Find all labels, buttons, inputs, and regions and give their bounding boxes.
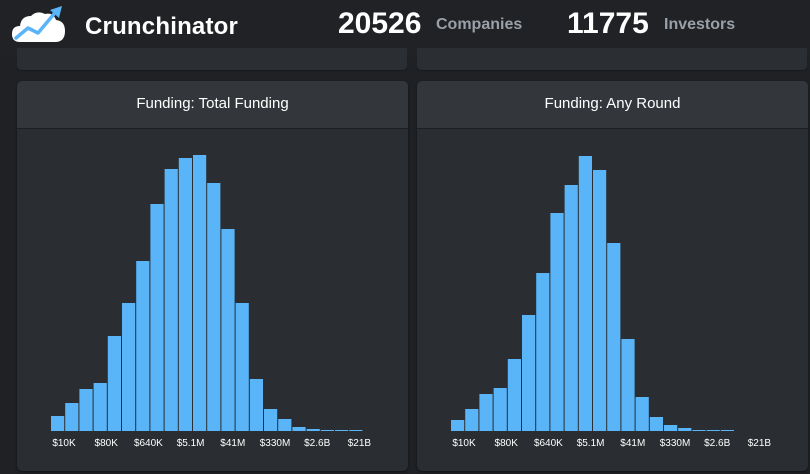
histogram-bar[interactable] xyxy=(465,409,479,431)
histogram-bar[interactable] xyxy=(621,339,635,431)
x-tick-label: $5.1M xyxy=(177,438,205,449)
companies-label: Companies xyxy=(436,16,523,33)
panel-any-round: Funding: Any Round $10K $80K $640K $5.1M $41… xyxy=(417,81,808,471)
x-tick-label: $330M xyxy=(260,438,291,449)
x-tick-label: $640K xyxy=(134,438,163,449)
histogram-bar[interactable] xyxy=(635,397,649,431)
histogram-bar[interactable] xyxy=(107,336,121,431)
x-tick-label: $80K xyxy=(95,438,119,449)
histogram-bar[interactable] xyxy=(235,303,249,431)
histogram-bar[interactable] xyxy=(122,303,136,431)
panel-header: Funding: Any Round xyxy=(417,81,808,129)
x-tick-label: $2.6B xyxy=(304,438,330,449)
histogram-bar[interactable] xyxy=(493,388,507,431)
histogram-bar[interactable] xyxy=(306,429,320,431)
histogram-bar[interactable] xyxy=(249,379,263,431)
histogram-bar[interactable] xyxy=(65,403,79,431)
histogram-bar[interactable] xyxy=(51,416,65,431)
histogram-bar[interactable] xyxy=(164,169,178,431)
histogram-bar[interactable] xyxy=(193,155,207,431)
investors-label: Investors xyxy=(664,16,736,33)
x-tick-label: $2.6B xyxy=(704,438,730,449)
histogram-bar[interactable] xyxy=(207,183,221,431)
x-tick-label: $21B xyxy=(748,438,772,449)
x-tick-label: $41M xyxy=(220,438,245,449)
histogram-bar[interactable] xyxy=(678,428,692,431)
histogram-bar[interactable] xyxy=(550,213,564,431)
histogram-bar[interactable] xyxy=(178,158,192,431)
cloud-chart-icon[interactable] xyxy=(10,4,68,48)
histogram-bar[interactable] xyxy=(93,383,107,431)
x-tick-label: $41M xyxy=(620,438,645,449)
histogram-bar[interactable] xyxy=(335,430,349,431)
panel-title: Funding: Any Round xyxy=(544,95,681,112)
panel-title: Funding: Total Funding xyxy=(136,95,289,112)
histogram-bar[interactable] xyxy=(593,170,607,431)
x-tick-label: $10K xyxy=(452,438,476,449)
histogram-bar[interactable] xyxy=(578,156,592,431)
panel-header: Funding: Total Funding xyxy=(17,81,408,129)
histogram-bar[interactable] xyxy=(349,430,363,431)
histogram-bar[interactable] xyxy=(150,204,164,431)
histogram-bar[interactable] xyxy=(278,419,292,431)
histogram-bar[interactable] xyxy=(79,389,93,431)
x-tick-label: $10K xyxy=(52,438,76,449)
histogram-bar[interactable] xyxy=(264,409,278,431)
histogram-bar[interactable] xyxy=(479,394,493,431)
histogram-bar[interactable] xyxy=(720,430,734,431)
histogram-bar[interactable] xyxy=(607,243,621,431)
histogram-any-round[interactable]: $10K $80K $640K $5.1M $41M $330M $2.6B $21B xyxy=(417,129,808,471)
histogram-total-funding[interactable]: $10K $80K $640K $5.1M $41M $330M $2.6B $21B xyxy=(17,129,408,471)
histogram-bar[interactable] xyxy=(507,359,521,431)
histogram-bar[interactable] xyxy=(221,229,235,431)
previous-panel-bottom-right xyxy=(417,48,807,71)
app-title[interactable]: Crunchinator xyxy=(85,13,239,40)
histogram-bar[interactable] xyxy=(664,425,678,431)
app-header: Crunchinator 20526 Companies 11775 Inves… xyxy=(0,0,810,56)
x-tick-label: $640K xyxy=(534,438,563,449)
histogram-bar[interactable] xyxy=(649,417,663,431)
x-tick-label: $330M xyxy=(660,438,691,449)
panel-total-funding: Funding: Total Funding $10K $80K $640K $5.1… xyxy=(17,81,408,471)
histogram-bar[interactable] xyxy=(292,427,306,431)
histogram-bar[interactable] xyxy=(536,273,550,431)
histogram-bar[interactable] xyxy=(564,185,578,431)
x-tick-label: $5.1M xyxy=(577,438,605,449)
histogram-bar[interactable] xyxy=(451,420,465,431)
histogram-bar[interactable] xyxy=(522,315,536,431)
previous-panel-bottom-left xyxy=(17,48,407,71)
investors-count: 11775 xyxy=(567,7,649,40)
x-tick-label: $21B xyxy=(348,438,372,449)
histogram-bar[interactable] xyxy=(136,261,150,431)
companies-count: 20526 xyxy=(338,7,422,40)
histogram-bar[interactable] xyxy=(706,430,720,431)
histogram-bar[interactable] xyxy=(692,430,706,431)
x-tick-label: $80K xyxy=(495,438,519,449)
histogram-bar[interactable] xyxy=(320,430,334,431)
